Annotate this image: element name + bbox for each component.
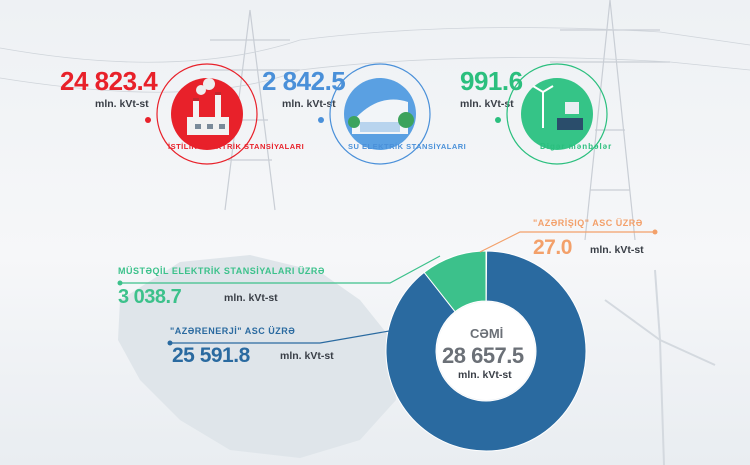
- azerisiq-caption: "AZƏRİŞIQ" ASC ÜZRƏ: [533, 218, 643, 228]
- leader-musteqil: [120, 255, 441, 284]
- azerisiq-value: 27.0: [533, 236, 572, 259]
- total-value: 28 657.5: [442, 343, 524, 368]
- hydro-plant-icon: [348, 99, 414, 134]
- other-badge: [495, 63, 608, 165]
- power-lines: [0, 27, 750, 93]
- hydro-unit: mln. kVt-st: [282, 98, 336, 110]
- donut-chart: [385, 250, 587, 452]
- thermal-label: İSTİLİK ELEKTRİK STANSİYALARI: [168, 142, 305, 151]
- thermal-unit: mln. kVt-st: [95, 98, 149, 110]
- thermal-plant-icon: [187, 78, 229, 135]
- azerenerji-unit: mln. kVt-st: [280, 350, 334, 362]
- donut-slice-0: [385, 250, 587, 452]
- hydro-badge: [318, 63, 431, 165]
- total-unit: mln. kVt-st: [458, 369, 512, 381]
- donut-hole: [437, 302, 535, 400]
- azerisiq-unit: mln. kVt-st: [590, 244, 644, 256]
- leader-azerisiq: [479, 231, 655, 253]
- musteqil-value: 3 038.7: [118, 286, 182, 308]
- power-pylon-right: [550, 0, 670, 241]
- musteqil-unit: mln. kVt-st: [224, 292, 278, 304]
- azerenerji-value: 25 591.8: [172, 344, 250, 367]
- other-label: Digər mənbələr: [540, 142, 613, 151]
- hydro-value: 2 842.5: [262, 66, 346, 96]
- thermal-badge: [145, 63, 258, 165]
- hydro-label: SU ELEKTRİK STANSİYALARI: [348, 142, 467, 151]
- other-unit: mln. kVt-st: [460, 98, 514, 110]
- wind-turbine-bg: [604, 269, 716, 465]
- total-label: CƏMİ: [470, 326, 504, 341]
- thermal-value: 24 823.4: [60, 66, 158, 96]
- renewables-icon: [532, 85, 583, 130]
- map-silhouette: [118, 255, 396, 458]
- azerenerji-caption: "AZƏRENERJİ" ASC ÜZRƏ: [170, 326, 296, 336]
- musteqil-caption: MÜSTƏQİL ELEKTRİK STANSİYALARI ÜZRƏ: [118, 266, 325, 276]
- leader-azerenerji: [170, 329, 396, 344]
- donut-slice-1: [423, 250, 487, 313]
